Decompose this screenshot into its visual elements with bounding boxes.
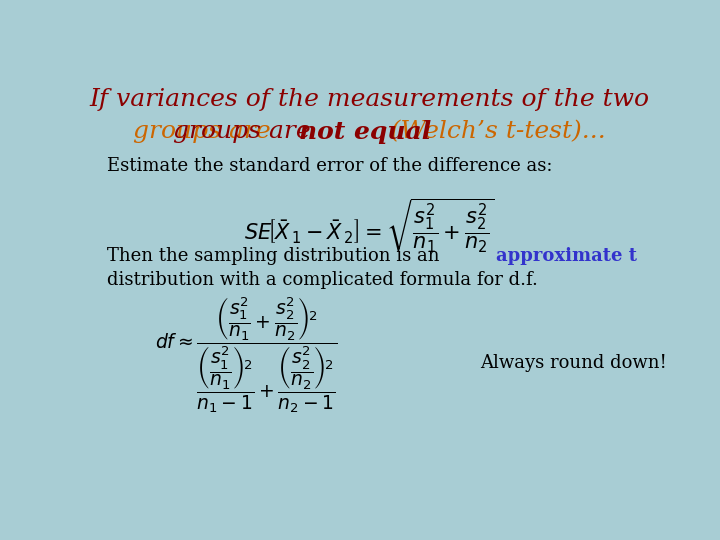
Text: Always round down!: Always round down! [481, 354, 667, 372]
Text: distribution with a complicated formula for d.f.: distribution with a complicated formula … [107, 271, 538, 288]
Text: Then the sampling distribution is an: Then the sampling distribution is an [107, 247, 445, 265]
Text: approximate t: approximate t [496, 247, 637, 265]
Text: groups are               (Welch’s t-test)...: groups are (Welch’s t-test)... [132, 120, 606, 143]
Text: not equal: not equal [299, 120, 431, 144]
Text: If variances of the measurements of the two: If variances of the measurements of the … [89, 87, 649, 111]
Text: $SE\!\left[\bar{X}_{\,1} - \bar{X}_{\,2}\right] = \sqrt{\dfrac{s_1^2}{n_1} + \df: $SE\!\left[\bar{X}_{\,1} - \bar{X}_{\,2}… [243, 196, 495, 254]
Text: Estimate the standard error of the difference as:: Estimate the standard error of the diffe… [107, 157, 552, 175]
Text: $df \approx \dfrac{\left(\dfrac{s_1^2}{n_1} + \dfrac{s_2^2}{n_2}\right)^{\!2}}{\: $df \approx \dfrac{\left(\dfrac{s_1^2}{n… [155, 295, 338, 415]
Text: groups are: groups are [173, 120, 318, 143]
